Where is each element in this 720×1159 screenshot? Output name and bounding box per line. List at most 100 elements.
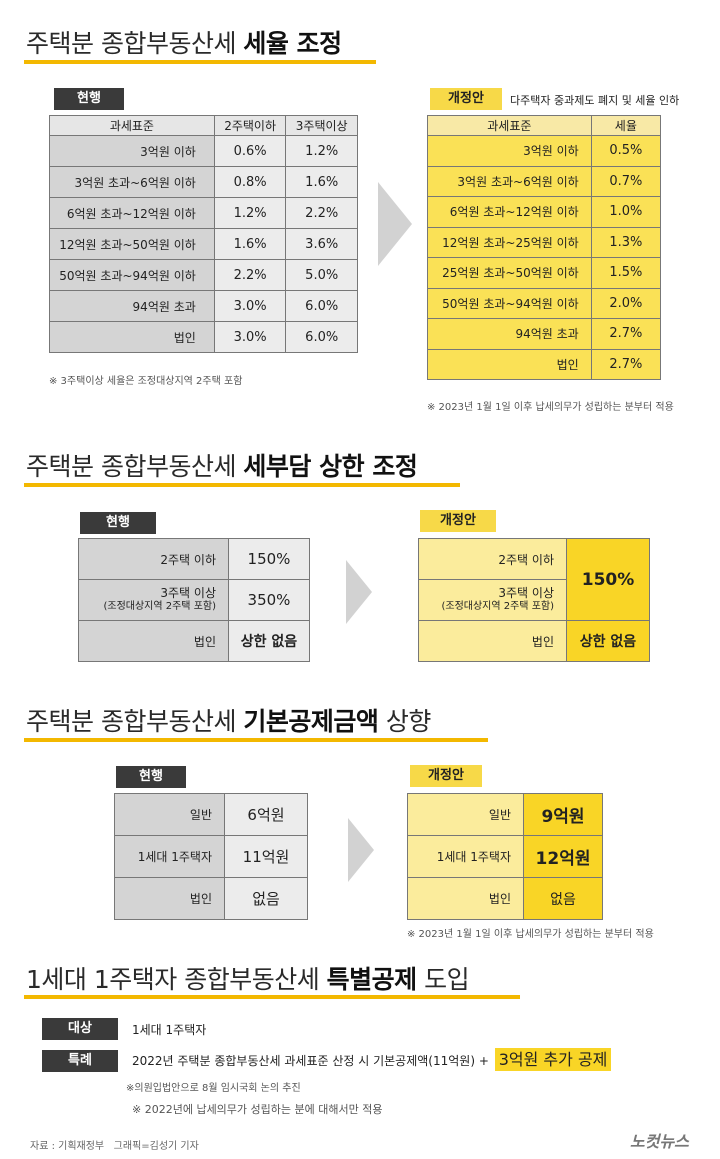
row-value: 11억원 (224, 835, 308, 878)
row-label: 일반 (114, 793, 225, 836)
section3-note: ※ 2023년 1월 1일 이후 납세의무가 성립하는 분부터 적용 (407, 929, 654, 940)
table-row: 94억원 초과 2.7% (427, 318, 662, 350)
table-row: 2주택 이하 150% (78, 538, 310, 580)
section2-current-label: 현행 (80, 512, 156, 534)
row-base: 3억원 초과~6억원 이하 (427, 165, 592, 197)
section3-proposal-table: 일반 9억원 1세대 1주택자 12억원 법인 없음 (407, 793, 603, 920)
section1-title-normal: 주택분 종합부동산세 (26, 29, 244, 58)
row-label: 법인 (114, 877, 225, 920)
section2-arrow-icon (346, 560, 372, 624)
section1-title: 주택분 종합부동산세 세율 조정 (26, 24, 342, 60)
table-row: 법인 상한 없음 (418, 620, 650, 662)
row-rate-2house: 2.2% (213, 259, 287, 291)
section2-current-table: 2주택 이하 150% 3주택 이상 (조정대상지역 2주택 포함) 350% … (78, 538, 310, 662)
row-value: 9억원 (523, 793, 603, 836)
header-3house: 3주택이상 (285, 115, 358, 136)
table-row: 3억원 이하 0.6% 1.2% (49, 135, 358, 167)
row-label: 일반 (407, 793, 524, 836)
row-value: 상한 없음 (566, 620, 650, 662)
row-label-sub: (조정대상지역 2주택 포함) (441, 601, 554, 612)
section3-title-bold: 기본공제금액 (243, 707, 379, 736)
table-row: 25억원 초과~50억원 이하 1.5% (427, 257, 662, 289)
row-rate: 1.3% (590, 226, 662, 258)
row-label-main: 3주택 이상 (498, 586, 554, 600)
table-row: 법인 없음 (407, 877, 603, 920)
row-value: 12억원 (523, 835, 603, 878)
row-rate-2house: 3.0% (213, 321, 287, 353)
row-base: 3억원 이하 (49, 135, 215, 167)
row-label: 2주택 이하 (78, 538, 229, 580)
section2-proposal-table: 2주택 이하 150% 3주택 이상 (조정대상지역 2주택 포함) 법인 상한… (418, 538, 650, 662)
table-row: 3주택 이상 (조정대상지역 2주택 포함) 350% (78, 579, 310, 621)
table-row: 2주택 이하 150% (418, 538, 650, 621)
table-row: 1세대 1주택자 11억원 (114, 835, 308, 878)
row-rate-3house: 2.2% (285, 197, 358, 229)
table-row: 법인 상한 없음 (78, 620, 310, 662)
table-header-row: 과세표준 2주택이하 3주택이상 (49, 115, 358, 136)
table-row: 94억원 초과 3.0% 6.0% (49, 290, 358, 322)
row-label: 1세대 1주택자 (114, 835, 225, 878)
table-row: 일반 9억원 (407, 793, 603, 836)
row-rate-3house: 3.6% (285, 228, 358, 260)
row-value: 없음 (224, 877, 308, 920)
row-base: 3억원 이하 (427, 135, 592, 167)
table-row: 법인 없음 (114, 877, 308, 920)
section1-underline (24, 60, 376, 64)
row-rate-2house: 1.6% (213, 228, 287, 260)
section2-proposal-label: 개정안 (420, 510, 496, 532)
row-base: 3억원 초과~6억원 이하 (49, 166, 215, 198)
row-label: 법인 (78, 620, 229, 662)
row-base: 법인 (427, 348, 592, 380)
row-rate-3house: 6.0% (285, 290, 358, 322)
row-base: 6억원 초과~12억원 이하 (49, 197, 215, 229)
row-rate: 2.7% (590, 348, 662, 380)
row-rate-2house: 0.8% (213, 166, 287, 198)
table-row: 법인 3.0% 6.0% (49, 321, 358, 353)
row-rate-3house: 1.6% (285, 166, 358, 198)
section3-proposal-label: 개정안 (410, 765, 482, 787)
section4-underline (24, 995, 520, 999)
section1-current-note: ※ 3주택이상 세율은 조정대상지역 2주택 포함 (49, 376, 243, 387)
section2-title-normal: 주택분 종합부동산세 (26, 452, 244, 481)
section4-title-bold: 특별공제 (326, 965, 418, 994)
row-value: 6억원 (224, 793, 308, 836)
row-label-sub: (조정대상지역 2주택 포함) (103, 601, 216, 612)
row-rate-2house: 3.0% (213, 290, 287, 322)
section4-note1: ※의원입법안으로 8월 임시국회 논의 추진 (126, 1083, 301, 1094)
row-value: 350% (228, 579, 310, 621)
row-rate-2house: 0.6% (213, 135, 287, 167)
section3-arrow-icon (348, 818, 374, 882)
row-label: 3주택 이상 (조정대상지역 2주택 포함) (418, 579, 567, 621)
table-row: 12억원 초과~25억원 이하 1.3% (427, 226, 662, 258)
row-value: 상한 없음 (228, 620, 310, 662)
header-base: 과세표준 (49, 115, 215, 136)
section1-current-table: 과세표준 2주택이하 3주택이상 3억원 이하 0.6% 1.2% 3억원 초과~6억… (49, 115, 358, 353)
row-rate: 0.5% (590, 135, 662, 167)
row-base: 12억원 초과~25억원 이하 (427, 226, 592, 258)
section3-current-label: 현행 (116, 766, 186, 788)
row-label-main: 3주택 이상 (160, 586, 216, 600)
section3-title-tail: 상향 (378, 707, 432, 736)
table-row: 50억원 초과~94억원 이하 2.2% 5.0% (49, 259, 358, 291)
row-rate-3house: 1.2% (285, 135, 358, 167)
row-rate: 2.0% (590, 287, 662, 319)
row-base: 6억원 초과~12억원 이하 (427, 196, 592, 228)
section3-title-normal: 주택분 종합부동산세 (26, 707, 244, 736)
row-label: 법인 (407, 877, 524, 920)
row-rate: 1.5% (590, 257, 662, 289)
special-label: 특례 (42, 1050, 118, 1072)
section2-title-bold: 세부담 상한 조정 (243, 452, 418, 481)
brand-logo: 노컷뉴스 (630, 1132, 689, 1151)
row-base: 12억원 초과~50억원 이하 (49, 228, 215, 260)
row-value: 150% (228, 538, 310, 580)
row-base: 50억원 초과~94억원 이하 (49, 259, 215, 291)
table-row: 6억원 초과~12억원 이하 1.2% 2.2% (49, 197, 358, 229)
section1-proposal-note: ※ 2023년 1월 1일 이후 납세의무가 성립하는 분부터 적용 (427, 402, 674, 413)
row-label: 법인 (418, 620, 567, 662)
table-row: 1세대 1주택자 12억원 (407, 835, 603, 878)
row-label: 3주택 이상 (조정대상지역 2주택 포함) (78, 579, 229, 621)
table-row: 3억원 이하 0.5% (427, 135, 662, 167)
row-value: 없음 (523, 877, 603, 920)
table-row: 12억원 초과~50억원 이하 1.6% 3.6% (49, 228, 358, 260)
table-row: 일반 6억원 (114, 793, 308, 836)
